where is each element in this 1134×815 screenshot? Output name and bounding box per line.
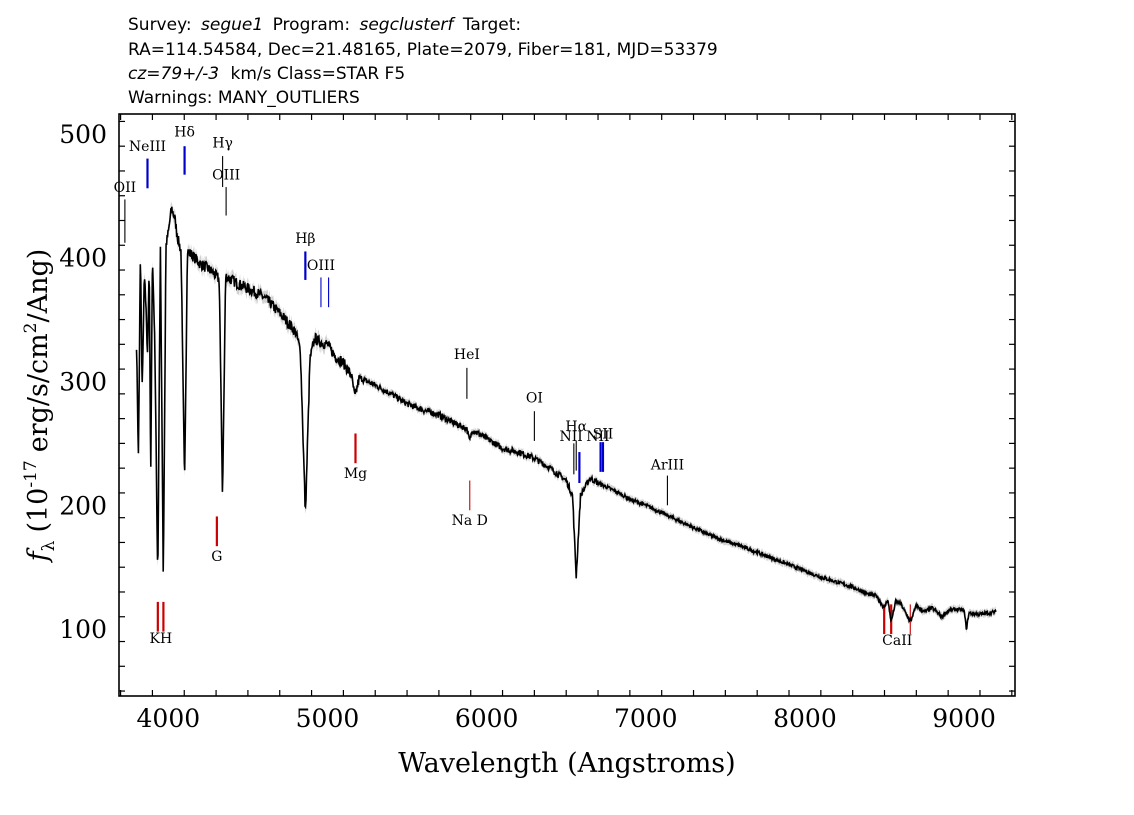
absorption-line-label: KH	[150, 631, 173, 647]
spectrum-line	[135, 206, 997, 630]
emission-line-label: ArIII	[650, 457, 684, 473]
emission-line-label: SII	[593, 426, 614, 442]
header-line-2: RA=114.54584, Dec=21.48165, Plate=2079, …	[128, 40, 718, 60]
emission-line-label: OI	[526, 391, 543, 407]
error-band	[136, 200, 996, 634]
x-tick-label: 6000	[455, 704, 519, 733]
emission-line-label: Hδ	[174, 124, 195, 140]
header-line-4: Warnings: MANY_OUTLIERS	[128, 88, 360, 108]
spectrum-series	[135, 206, 997, 630]
x-tick-label: 8000	[773, 704, 837, 733]
emission-line-label: OIII	[307, 258, 335, 274]
emission-line-label: HeI	[454, 347, 480, 363]
emission-line-label: NII	[586, 429, 609, 445]
absorption-line-label: CaII	[882, 633, 912, 649]
absorption-line-label: Na D	[452, 513, 488, 529]
emission-line-label: OIII	[212, 168, 240, 184]
line-markers: OIINeIIIHδHγOIIIHβOIIIHeIOINIIHαNIISIIAr…	[114, 124, 913, 649]
x-axis-label: Wavelength (Angstroms)	[398, 748, 735, 779]
axis-ticks	[119, 114, 1015, 696]
y-tick-label: 500	[59, 120, 107, 149]
emission-line-label: Hγ	[212, 135, 233, 151]
y-tick-label: 300	[59, 367, 107, 396]
header-line-1: Survey: segue1 Program: segclusterf Targ…	[128, 15, 521, 35]
header-line-3: cz=79+/-3 km/s Class=STAR F5	[128, 64, 405, 84]
spectrum-error-band	[136, 200, 996, 634]
emission-line-label: Hβ	[295, 231, 315, 247]
y-tick-label: 400	[59, 244, 107, 273]
plot-frame	[118, 113, 1016, 697]
tick-labels: 4000 5000 6000 7000 8000 9000 100 200 300 400 500	[59, 120, 996, 733]
absorption-line-label: Mg	[344, 466, 367, 482]
y-tick-label: 100	[59, 615, 107, 644]
emission-line-label: NeIII	[129, 139, 166, 155]
emission-line-label: NII	[560, 429, 583, 445]
absorption-line-label: G	[211, 549, 222, 565]
x-tick-label: 4000	[137, 704, 201, 733]
x-tick-label: 5000	[296, 704, 360, 733]
emission-line-label: Hα	[565, 419, 587, 435]
emission-line-label: OII	[114, 180, 137, 196]
y-tick-label: 200	[59, 491, 107, 520]
y-axis-label: fλ(10-17erg/s/cm2/Ang)	[21, 249, 59, 564]
x-tick-label: 7000	[614, 704, 678, 733]
x-tick-label: 9000	[932, 704, 996, 733]
